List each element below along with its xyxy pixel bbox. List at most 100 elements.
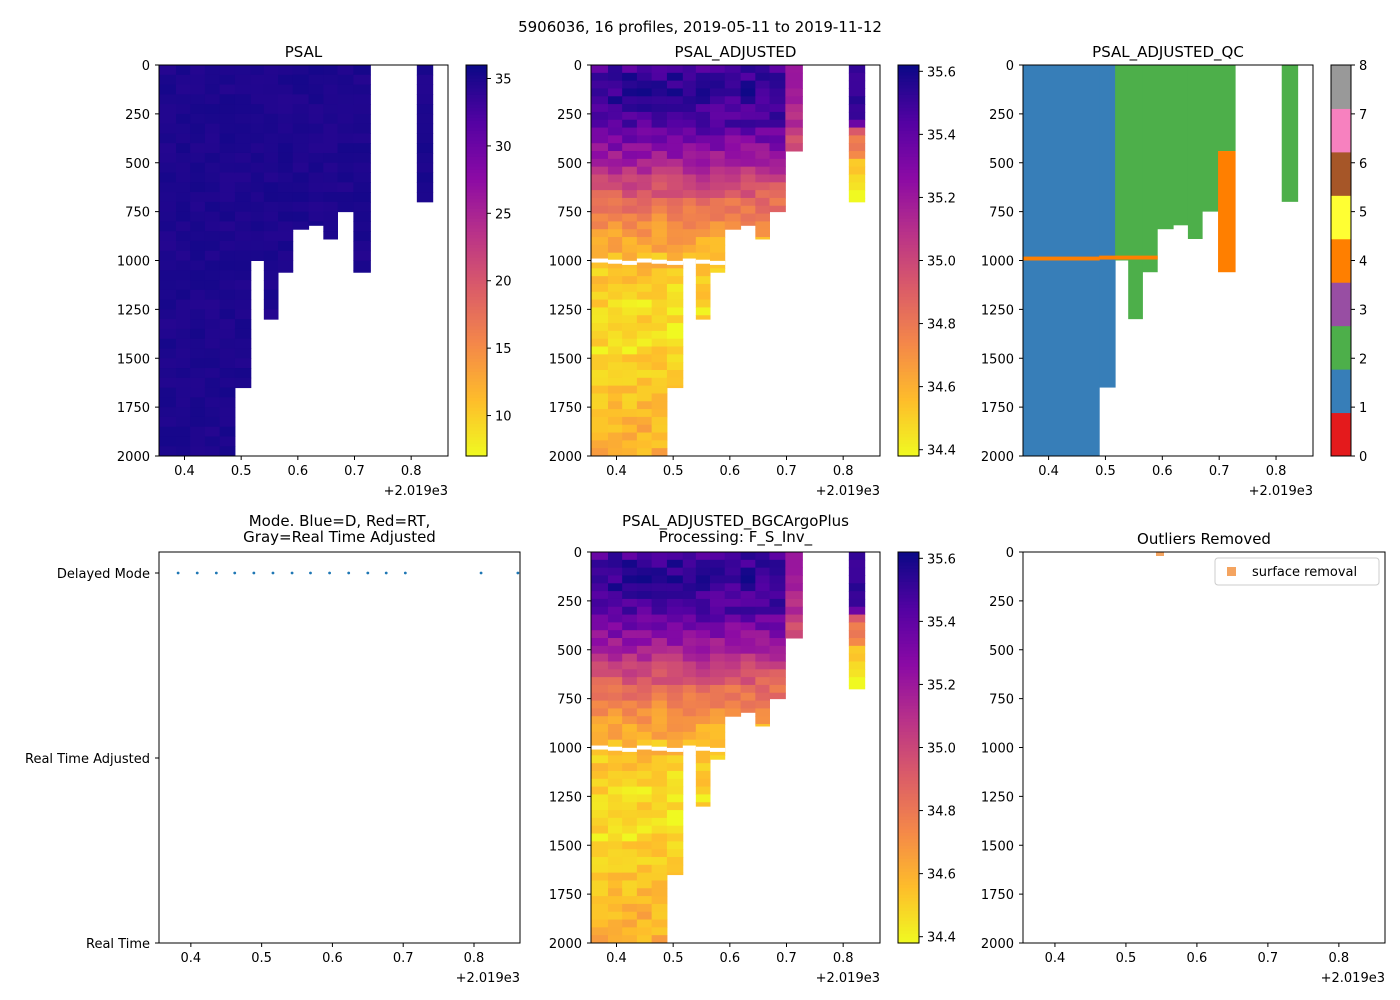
y-tick-label: 500 (989, 157, 1014, 172)
colorbar-band (898, 123, 919, 128)
heatmap-cell (190, 123, 206, 134)
heatmap-cell (622, 856, 638, 866)
heatmap-cell (755, 559, 770, 569)
heatmap-cell (176, 289, 191, 301)
heatmap-cell (176, 84, 191, 95)
colorbar-band (898, 397, 919, 402)
heatmap-cell (292, 182, 310, 193)
colorbar-band (466, 188, 487, 193)
colorbar-band (898, 403, 919, 408)
heatmap-cell (769, 80, 786, 89)
x-tick-label: 0.7 (776, 951, 797, 966)
heatmap-cell (666, 614, 684, 623)
colorbar-band (898, 692, 919, 696)
heatmap-cell (651, 377, 668, 387)
heatmap-gap (622, 747, 638, 752)
heatmap-cell (234, 368, 252, 379)
y-tick-label: 1750 (549, 888, 582, 903)
heatmap-cell (234, 143, 252, 154)
heatmap-cell (250, 240, 265, 252)
heatmap-cell (234, 123, 252, 134)
colorbar-band (466, 231, 487, 236)
heatmap-cell (234, 338, 252, 349)
heatmap-cell (591, 244, 609, 254)
heatmap-cell (636, 864, 653, 874)
heatmap-cell (292, 172, 310, 183)
heatmap-cell (591, 401, 609, 410)
colorbar-band (898, 146, 919, 151)
heatmap-cell (682, 559, 697, 569)
heatmap-cell (785, 622, 803, 631)
heatmap-cell (848, 638, 866, 647)
heatmap-cell (608, 362, 623, 371)
heatmap-cell (622, 72, 638, 82)
colorbar-band (898, 420, 919, 425)
colorbar-band (898, 426, 919, 431)
heatmap-cell (337, 172, 354, 183)
heatmap-cell (848, 606, 866, 616)
heatmap-cell (591, 653, 609, 662)
heatmap-cell (666, 182, 684, 191)
heatmap-cell (622, 135, 638, 144)
heatmap-cell (740, 221, 756, 226)
heatmap-cell (636, 197, 653, 207)
heatmap-cell (710, 708, 726, 717)
heatmap-cell (190, 368, 206, 379)
colorbar-band (898, 201, 919, 206)
heatmap-cell (651, 630, 668, 639)
heatmap-cell (591, 630, 609, 639)
heatmap-cell (651, 802, 668, 811)
colorbar-band (898, 368, 919, 372)
x-tick-label: 0.5 (663, 464, 684, 479)
colorbar-tick-label: 35.4 (927, 615, 956, 630)
heatmap-cell (204, 260, 221, 271)
heatmap-cell (337, 152, 354, 164)
heatmap-cell (755, 552, 770, 561)
heatmap-cell (695, 244, 711, 254)
colorbar-band (898, 185, 919, 190)
colorbar-tick-label: 3 (1359, 303, 1367, 318)
colorbar-band (898, 234, 919, 239)
heatmap-cell (724, 151, 742, 160)
colorbar-band (898, 897, 919, 902)
heatmap-cell (740, 197, 756, 207)
heatmap-cell (666, 244, 684, 254)
heatmap-cell (666, 669, 684, 678)
heatmap-cell (337, 84, 354, 95)
colorbar-band (898, 227, 919, 232)
heatmap-cell (591, 849, 609, 858)
heatmap-cell (695, 229, 711, 238)
colorbar-band (898, 887, 919, 892)
heatmap-cell (278, 211, 294, 222)
heatmap-cell (204, 152, 221, 164)
heatmap-cell (710, 88, 726, 97)
heatmap-cell (278, 152, 294, 164)
colorbar-band (898, 916, 919, 921)
heatmap-cell (848, 166, 866, 175)
y-tick-label: 250 (989, 595, 1014, 610)
heatmap-cell (204, 426, 221, 437)
heatmap-cell (591, 802, 609, 811)
qc-block (1157, 65, 1174, 230)
heatmap-cell (651, 880, 668, 889)
heatmap-cell (159, 152, 177, 164)
heatmap-cell (651, 770, 668, 780)
heatmap-cell (278, 94, 294, 105)
y-tick-label: 1750 (981, 888, 1014, 903)
heatmap-cell (724, 591, 742, 600)
heatmap-cell (651, 432, 668, 441)
heatmap-gap (710, 747, 726, 752)
heatmap-cell (204, 299, 221, 310)
colorbar-band (898, 708, 919, 713)
heatmap-cell (769, 622, 786, 631)
x-tick-label: 0.5 (251, 951, 272, 966)
heatmap-cell (651, 299, 668, 308)
heatmap-cell (755, 661, 770, 670)
colorbar-band (898, 574, 919, 579)
heatmap-cell (710, 237, 726, 246)
colorbar-band (466, 260, 487, 265)
heatmap-cell (710, 151, 726, 160)
colorbar-band (898, 783, 919, 788)
heatmap-cell (636, 794, 653, 803)
heatmap-cell (622, 810, 638, 819)
